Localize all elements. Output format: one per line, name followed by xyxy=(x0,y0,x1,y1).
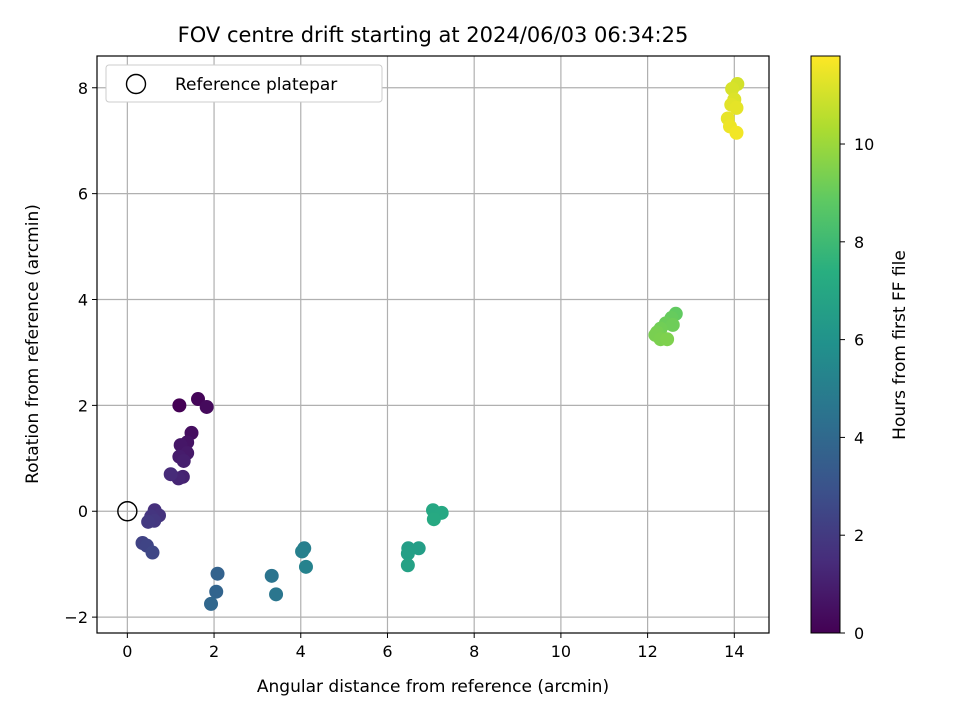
colorbar-tick-label: 4 xyxy=(854,428,864,447)
x-tick-label: 4 xyxy=(296,642,306,661)
data-point xyxy=(145,545,160,560)
legend-label-reference: Reference platepar xyxy=(175,75,337,95)
legend: Reference platepar xyxy=(105,64,383,103)
data-point xyxy=(426,512,441,527)
colorbar-ticks: 0 2 4 6 8 10 xyxy=(840,135,874,643)
colorbar-tick-label: 10 xyxy=(854,135,874,154)
data-point xyxy=(199,399,214,414)
x-tick-label: 6 xyxy=(382,642,392,661)
colorbar-tick-label: 2 xyxy=(854,526,864,545)
data-point xyxy=(660,332,675,347)
data-point xyxy=(400,546,415,561)
x-tick-label: 2 xyxy=(209,642,219,661)
y-tick-label: 4 xyxy=(78,291,88,310)
y-tick-label: 0 xyxy=(78,502,88,521)
reference-platepar-marker xyxy=(117,501,138,522)
legend-marker-reference xyxy=(125,73,147,95)
data-point xyxy=(725,81,740,96)
data-point xyxy=(298,559,313,574)
x-tick-label: 14 xyxy=(724,642,744,661)
x-tick-label: 8 xyxy=(469,642,479,661)
legend-frame xyxy=(105,64,383,103)
x-tick-label: 10 xyxy=(551,642,571,661)
x-tick-label: 0 xyxy=(122,642,132,661)
y-tick-label: 2 xyxy=(78,396,88,415)
colorbar xyxy=(810,55,841,634)
colorbar-label: Hours from first FF file xyxy=(890,250,910,440)
data-point xyxy=(295,544,310,559)
data-point xyxy=(411,541,426,556)
plot-frame xyxy=(96,55,770,634)
data-point xyxy=(176,453,191,468)
axis-ticks: 0 2 4 6 8 10 12 14 −2 0 2 4 6 8 xyxy=(64,79,744,661)
y-axis-label: Rotation from reference (arcmin) xyxy=(23,204,43,484)
data-point xyxy=(209,584,224,599)
colorbar-tick-label: 6 xyxy=(854,331,864,350)
data-point xyxy=(264,568,279,583)
y-tick-label: −2 xyxy=(64,608,88,627)
data-point xyxy=(204,596,219,611)
x-axis-label: Angular distance from reference (arcmin) xyxy=(257,677,609,697)
colorbar-tick-label: 0 xyxy=(854,624,864,643)
x-tick-label: 12 xyxy=(637,642,657,661)
data-point xyxy=(269,587,284,602)
data-point xyxy=(210,566,225,581)
data-point xyxy=(729,125,744,140)
data-point xyxy=(141,514,156,529)
colorbar-tick-label: 8 xyxy=(854,233,864,252)
data-points xyxy=(117,77,745,611)
data-point xyxy=(400,558,415,573)
chart-title: FOV centre drift starting at 2024/06/03 … xyxy=(178,23,689,47)
data-point xyxy=(163,467,178,482)
y-tick-label: 8 xyxy=(78,79,88,98)
data-point xyxy=(665,317,680,332)
data-point xyxy=(729,100,744,115)
data-point xyxy=(172,398,187,413)
y-tick-label: 6 xyxy=(78,185,88,204)
